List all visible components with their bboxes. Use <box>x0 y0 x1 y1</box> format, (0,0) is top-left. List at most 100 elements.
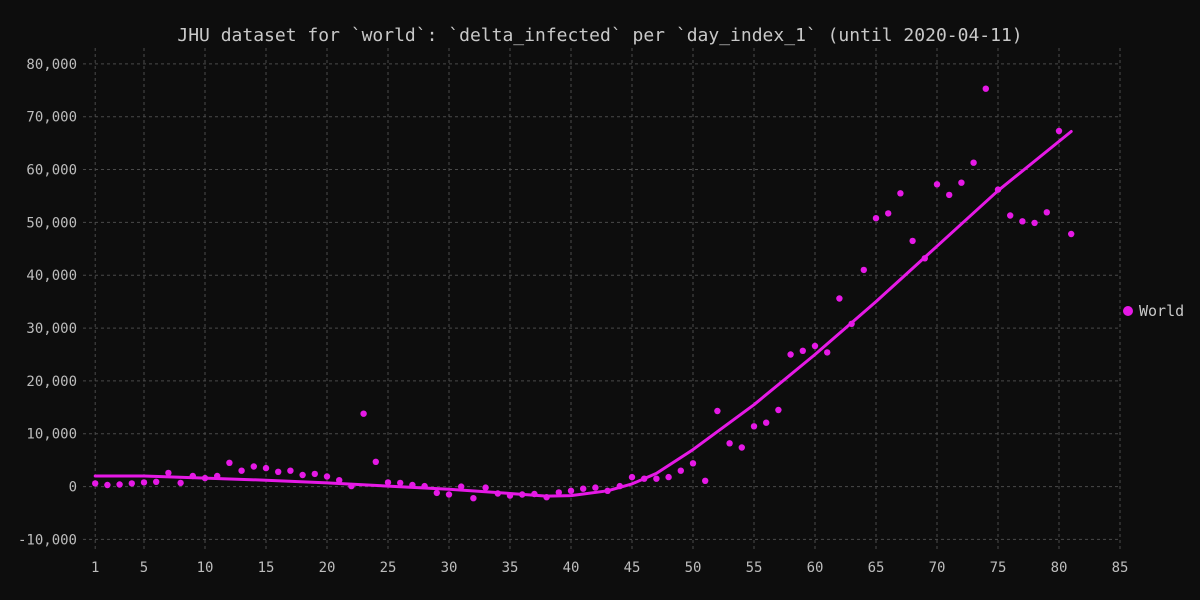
data-point <box>153 478 160 485</box>
data-point <box>311 470 318 478</box>
data-point <box>824 349 831 356</box>
data-point <box>677 467 684 474</box>
data-point <box>116 481 123 488</box>
data-point <box>836 295 843 302</box>
data-point <box>201 474 209 482</box>
data-points <box>92 85 1075 502</box>
x-tick-label: 45 <box>624 560 641 576</box>
data-point <box>958 179 965 186</box>
data-point <box>567 487 575 494</box>
data-point <box>702 477 709 484</box>
legend[interactable]: World <box>1123 302 1184 320</box>
data-point <box>946 191 953 199</box>
data-point <box>763 419 770 426</box>
data-point <box>323 473 331 480</box>
y-tick-label: 60,000 <box>26 163 77 179</box>
x-tick-label: 65 <box>868 560 885 576</box>
data-point <box>848 320 855 327</box>
data-point <box>128 480 135 487</box>
data-point <box>299 471 306 479</box>
data-point <box>262 464 270 472</box>
data-point <box>799 347 806 354</box>
data-point <box>909 237 916 245</box>
data-point <box>494 490 501 497</box>
data-point <box>421 482 428 490</box>
data-point <box>543 494 550 501</box>
data-point <box>555 489 562 496</box>
grid <box>83 48 1121 550</box>
y-tick-label: 50,000 <box>26 215 77 231</box>
x-tick-label: 40 <box>563 560 580 576</box>
data-point <box>140 479 148 486</box>
data-point <box>470 495 477 502</box>
data-point <box>653 475 660 482</box>
data-point <box>506 492 514 499</box>
legend-marker-world <box>1123 306 1133 316</box>
y-tick-label: 10,000 <box>26 427 77 443</box>
data-point <box>1007 212 1014 219</box>
trend-line-world <box>93 130 1073 498</box>
y-tick-label: 20,000 <box>26 374 77 390</box>
data-point <box>592 484 599 491</box>
data-point <box>531 490 538 498</box>
data-point <box>775 406 782 414</box>
x-axis-ticks: 1 5 10 15 20 25 30 35 40 45 50 55 60 65 70 75 80 85 <box>91 560 1128 576</box>
data-point <box>1068 230 1075 238</box>
data-point <box>92 480 99 487</box>
data-point <box>860 266 867 274</box>
data-point <box>177 479 184 487</box>
data-point <box>348 482 355 490</box>
data-point <box>994 186 1002 193</box>
data-point <box>1055 127 1063 135</box>
x-tick-label: 60 <box>807 560 824 576</box>
data-point <box>665 473 672 481</box>
chart-title: JHU dataset for `world`: `delta_infected… <box>177 25 1022 46</box>
y-axis-ticks: -10,000 0 10,000 20,000 30,000 40,000 50,000 60… <box>18 57 77 549</box>
legend-label-world: World <box>1139 302 1184 320</box>
x-tick-label: 85 <box>1112 560 1129 576</box>
data-point <box>336 477 343 484</box>
y-tick-label: 40,000 <box>26 268 77 284</box>
data-point <box>811 342 819 350</box>
data-point <box>604 487 611 494</box>
y-tick-label: 70,000 <box>26 110 77 126</box>
data-point <box>750 423 758 430</box>
x-tick-label: 80 <box>1051 560 1068 576</box>
x-tick-label: 30 <box>441 560 458 576</box>
data-point <box>970 159 977 166</box>
data-point <box>921 255 928 262</box>
y-tick-label: 30,000 <box>26 321 77 337</box>
x-tick-label: 50 <box>685 560 702 576</box>
data-point <box>372 458 379 465</box>
data-point <box>897 190 904 197</box>
data-point <box>433 489 440 497</box>
data-point <box>104 481 111 489</box>
data-point <box>275 468 282 475</box>
data-point <box>519 491 526 498</box>
data-point <box>1031 219 1038 227</box>
trend-line-layer <box>93 130 1073 498</box>
data-point <box>250 463 257 470</box>
x-tick-label: 20 <box>319 560 336 576</box>
data-point <box>189 472 196 480</box>
y-tick-label: -10,000 <box>18 532 77 548</box>
data-point <box>933 181 941 188</box>
data-point <box>872 215 880 222</box>
data-point <box>287 467 294 474</box>
data-point <box>384 479 392 486</box>
data-point <box>397 479 404 487</box>
data-point <box>165 469 172 477</box>
data-point <box>726 440 733 447</box>
data-point <box>714 407 721 415</box>
y-tick-label: 80,000 <box>26 57 77 73</box>
x-tick-label: 75 <box>990 560 1007 576</box>
x-tick-label: 15 <box>258 560 275 576</box>
data-point <box>628 473 636 481</box>
x-tick-label: 5 <box>140 560 148 576</box>
y-tick-label: 0 <box>69 480 77 496</box>
data-point <box>409 481 416 489</box>
data-point <box>616 482 623 490</box>
x-tick-label: 35 <box>502 560 519 576</box>
x-tick-label: 25 <box>380 560 397 576</box>
